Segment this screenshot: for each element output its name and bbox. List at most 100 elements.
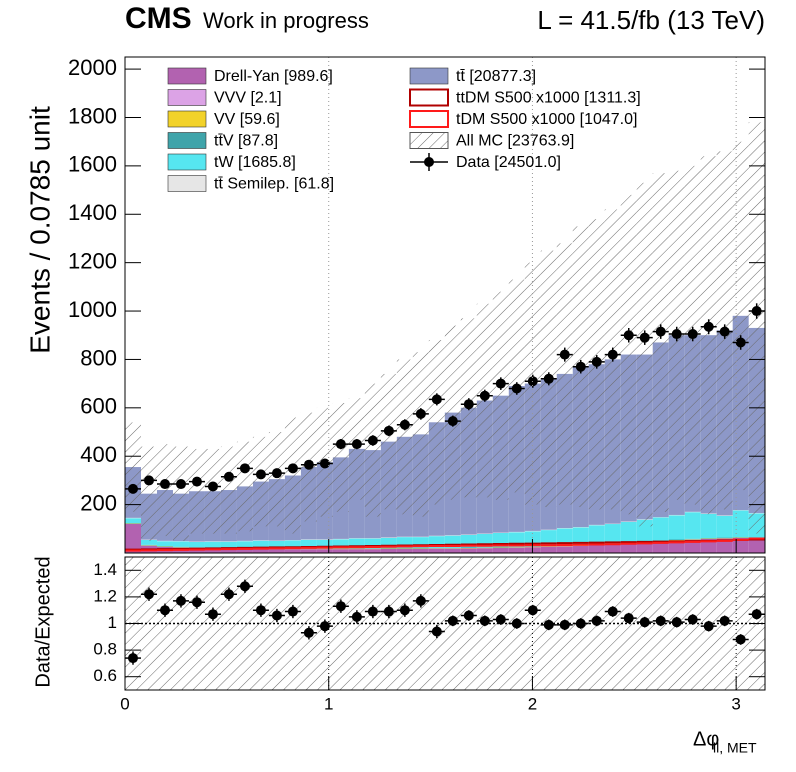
stack-bar <box>444 547 461 549</box>
ratio-point <box>143 589 154 600</box>
stack-bar <box>476 548 493 553</box>
stack-bar <box>172 541 189 547</box>
stack-bar <box>668 515 685 540</box>
stack-bar <box>428 536 445 548</box>
stack-bar <box>284 540 301 549</box>
legend-label: tt̄ Semilep. [61.8] <box>214 176 334 193</box>
stack-bar <box>508 546 525 548</box>
data-point <box>543 373 554 384</box>
ratio-point <box>159 605 170 616</box>
stack-bar <box>556 546 573 553</box>
legend-label: Data [24501.0] <box>456 154 561 171</box>
legend-swatch <box>167 67 207 85</box>
mc-uncertainty <box>332 402 349 512</box>
stack-bar <box>396 537 413 548</box>
y-tick-label: 200 <box>80 490 117 515</box>
ratio-point <box>527 605 538 616</box>
data-point <box>431 394 442 405</box>
ratio-point <box>607 606 618 617</box>
ratio-point <box>639 617 650 628</box>
ratio-point <box>335 601 346 612</box>
ratio-point <box>367 606 378 617</box>
stack-bar <box>604 524 621 544</box>
mc-uncertainty <box>140 446 157 541</box>
data-point <box>207 481 218 492</box>
data-point <box>191 476 202 487</box>
ratio-point <box>703 621 714 632</box>
stack-bar <box>700 513 717 539</box>
stack-bar <box>252 548 269 553</box>
data-point <box>623 330 634 341</box>
stack-bar <box>700 538 717 539</box>
stack-bar <box>188 547 205 548</box>
legend-swatch <box>167 153 207 171</box>
stack-bar <box>748 538 765 553</box>
mc-uncertainty <box>364 383 381 517</box>
y-tick-label: 800 <box>80 345 117 370</box>
data-point <box>703 321 714 332</box>
data-point <box>735 337 746 348</box>
stack-bar <box>524 531 541 547</box>
data-point <box>399 419 410 430</box>
stack-bar <box>125 518 141 524</box>
data-point <box>383 425 394 436</box>
data-point <box>175 479 186 490</box>
stack-bar <box>220 548 237 553</box>
mc-uncertainty <box>172 446 189 541</box>
ratio-point <box>415 595 426 606</box>
stack-bar <box>492 547 509 548</box>
main-frame <box>124 56 766 554</box>
y-tick-label: 1200 <box>68 248 117 273</box>
stack-bar <box>380 548 397 553</box>
stack-bar <box>236 548 253 553</box>
legend-label: tDM S500 x1000 [1047.0] <box>456 111 637 128</box>
x-axis-label-sub: ll, MET <box>713 740 757 756</box>
x-tick-label: 2 <box>528 694 537 713</box>
y-tick-label: 600 <box>80 394 117 419</box>
mc-uncertainty <box>492 291 509 500</box>
mc-uncertainty <box>748 122 765 534</box>
y-tick-label: 1 <box>108 613 117 632</box>
stack-bar <box>588 545 605 553</box>
lumi-label: L = 41.5/fb (13 TeV) <box>537 5 765 35</box>
legend-swatch <box>409 88 449 107</box>
y-tick-label: 400 <box>80 442 117 467</box>
y-tick-label: 2000 <box>68 55 117 80</box>
stack-bar <box>732 510 749 538</box>
stack-bar <box>125 523 141 553</box>
stack-bar <box>316 539 333 549</box>
mc-uncertainty <box>220 446 237 534</box>
ratio-point <box>543 619 554 630</box>
stack-bar <box>396 548 413 553</box>
mc-uncertainty <box>125 422 141 512</box>
data-point <box>415 408 426 419</box>
ratio-y-axis-label: Data/Expected <box>32 556 54 687</box>
cms-label: CMS <box>125 2 192 35</box>
y-tick-label: 1.4 <box>93 560 117 579</box>
stack-bar <box>204 548 221 553</box>
stack-bar <box>268 540 285 549</box>
data-point <box>479 390 490 401</box>
ratio-point <box>591 615 602 626</box>
y-tick-label: 1400 <box>68 200 117 225</box>
data-point <box>575 361 586 372</box>
legend-swatch <box>409 110 449 128</box>
stack-bar <box>380 547 397 549</box>
stack-bar <box>412 547 429 549</box>
y-tick-label: 1600 <box>68 152 117 177</box>
data-point <box>687 329 698 340</box>
mc-uncertainty <box>620 194 637 515</box>
x-tick-label: 3 <box>731 694 740 713</box>
mc-uncertainty <box>188 448 205 534</box>
ratio-point <box>575 618 586 629</box>
data-point <box>559 349 570 360</box>
data-point <box>447 416 458 427</box>
legend-label: tt̄V [87.8] <box>214 133 278 150</box>
stack-bar <box>140 539 157 545</box>
ratio-point <box>223 589 234 600</box>
ratio-point <box>127 653 138 664</box>
legend: Drell-Yan [989.6] VVV [2.1] VV [59.6] tt̄V … <box>167 67 641 193</box>
data-point <box>367 435 378 446</box>
status-label: Work in progress <box>203 8 369 33</box>
stack-bar <box>508 547 525 553</box>
